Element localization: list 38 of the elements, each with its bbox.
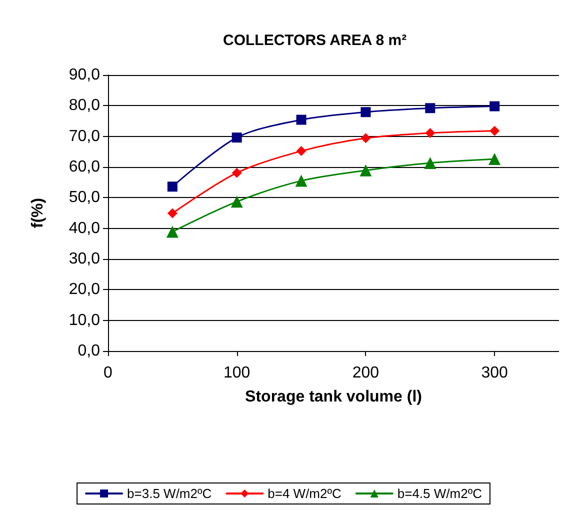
x-tick-label: 0 bbox=[104, 364, 113, 382]
legend-label: b=4 W/m2ºC bbox=[268, 486, 342, 501]
y-tick-label: 0,0 bbox=[78, 342, 100, 360]
point bbox=[490, 126, 500, 136]
legend-label: b=4.5 W/m2ºC bbox=[397, 486, 482, 501]
point bbox=[424, 157, 436, 170]
x-tick-label: 300 bbox=[481, 364, 508, 382]
point bbox=[296, 146, 306, 156]
y-tick-label: 80,0 bbox=[68, 97, 100, 114]
y-tick-label: 20,0 bbox=[68, 281, 100, 298]
point bbox=[167, 182, 178, 192]
y-tick-label: 10,0 bbox=[68, 312, 100, 329]
x-tick-label: 100 bbox=[224, 364, 250, 382]
y-tick-label: 50,0 bbox=[68, 189, 100, 206]
point bbox=[296, 114, 306, 125]
point bbox=[232, 132, 242, 143]
chart-title: COLLECTORS AREA 8 m² bbox=[223, 32, 407, 49]
point bbox=[232, 168, 242, 178]
x-axis-title: Storage tank volume (l) bbox=[245, 388, 422, 406]
y-tick-label: 70,0 bbox=[68, 128, 100, 145]
point bbox=[230, 196, 243, 208]
y-tick-label: 30,0 bbox=[68, 250, 100, 268]
y-tick-label: 90,0 bbox=[68, 66, 100, 84]
x-tick-label: 200 bbox=[352, 364, 380, 382]
legend-label: b=3.5 W/m2ºC bbox=[127, 486, 212, 501]
point bbox=[425, 103, 436, 114]
point bbox=[488, 153, 501, 166]
point bbox=[166, 226, 178, 238]
point bbox=[360, 107, 371, 118]
point bbox=[425, 128, 436, 138]
point bbox=[167, 208, 178, 218]
point bbox=[360, 133, 371, 144]
y-tick-label: 60,0 bbox=[68, 158, 100, 176]
point bbox=[360, 164, 372, 176]
y-axis-title: f(%) bbox=[30, 198, 46, 228]
y-tick-label: 40,0 bbox=[68, 220, 100, 237]
point bbox=[490, 101, 500, 112]
point bbox=[295, 174, 308, 187]
